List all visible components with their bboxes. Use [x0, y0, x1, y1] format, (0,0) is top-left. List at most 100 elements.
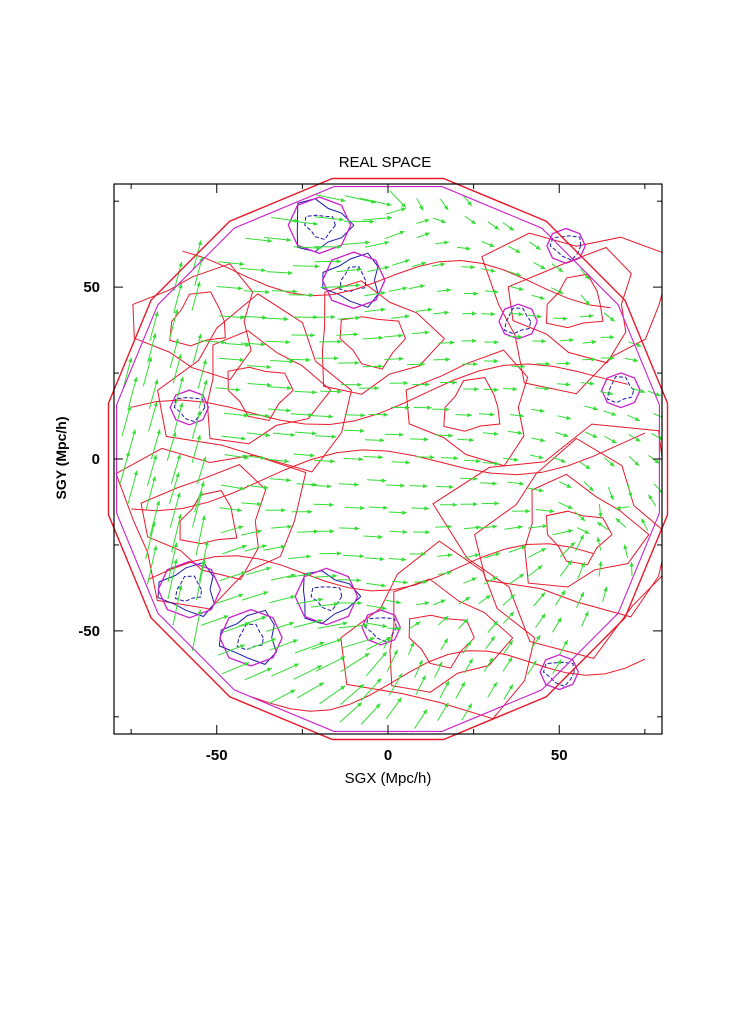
arrow-head: [356, 283, 361, 287]
contour-band-1: [131, 364, 628, 425]
arrow-head: [430, 455, 435, 459]
velocity-arrow: [364, 455, 383, 459]
arrow-head: [476, 459, 481, 463]
arrow-head: [566, 361, 571, 365]
velocity-arrow: [147, 455, 157, 486]
arrow-head: [566, 382, 571, 386]
arrow-head: [265, 290, 270, 294]
velocity-arrow: [482, 268, 496, 272]
arrow-head: [518, 431, 523, 435]
arrow-head: [154, 379, 158, 384]
velocity-arrow: [464, 525, 481, 529]
arrow-head: [288, 271, 293, 275]
arrow-head: [425, 601, 430, 605]
velocity-arrow: [504, 685, 513, 700]
velocity-arrow: [219, 358, 244, 362]
arrow-shaft: [196, 515, 205, 555]
velocity-arrow: [554, 316, 568, 320]
velocity-arrow: [532, 295, 545, 300]
arrow-shaft: [192, 282, 200, 311]
arrow-shaft: [297, 683, 324, 699]
arrow-head: [382, 624, 387, 628]
arrow-shaft: [148, 546, 157, 585]
arrow-head: [333, 574, 338, 578]
velocity-arrow: [148, 333, 157, 362]
arrow-head: [475, 553, 480, 557]
velocity-arrow: [224, 413, 249, 417]
velocity-arrow: [534, 593, 545, 607]
arrow-head: [633, 358, 638, 362]
arrow-head: [402, 511, 407, 515]
velocity-arrow: [151, 429, 160, 459]
arrow-head: [310, 453, 315, 457]
arrow-head: [375, 386, 380, 390]
arrow-head: [402, 557, 407, 561]
arrow-shaft: [129, 377, 137, 407]
x-tick-label: 50: [551, 747, 568, 764]
velocity-arrow: [389, 557, 406, 561]
arrow-head: [474, 291, 479, 295]
velocity-arrow: [241, 342, 266, 346]
velocity-arrow: [271, 218, 299, 223]
velocity-arrow: [629, 456, 639, 466]
velocity-arrow: [463, 641, 471, 653]
velocity-arrow: [577, 528, 589, 534]
velocity-arrow: [146, 476, 156, 509]
velocity-arrow: [529, 242, 540, 250]
arrow-head: [381, 291, 386, 295]
arrow-head: [378, 364, 383, 368]
velocity-arrow: [221, 436, 246, 441]
velocity-arrow: [409, 284, 425, 289]
velocity-arrow: [192, 282, 201, 311]
arrow-head: [424, 437, 429, 441]
velocity-arrow: [560, 338, 574, 342]
arrow-head: [128, 358, 132, 363]
arrow-head: [360, 429, 365, 433]
velocity-arrow: [222, 545, 247, 554]
velocity-arrow: [392, 259, 410, 265]
x-tick-label: 0: [384, 747, 392, 764]
contour-negative-12-1: [311, 587, 342, 611]
velocity-arrow: [313, 503, 334, 507]
arrow-head: [403, 530, 408, 534]
velocity-arrow: [244, 290, 270, 294]
velocity-arrow: [560, 560, 572, 576]
velocity-arrow: [510, 574, 524, 584]
velocity-arrow: [221, 525, 243, 532]
velocity-arrow: [265, 508, 285, 512]
arrow-head: [238, 286, 243, 290]
velocity-arrow: [345, 413, 365, 417]
arrow-head: [473, 477, 478, 481]
velocity-arrow: [625, 358, 638, 362]
velocity-arrow: [386, 484, 405, 488]
contour-positive-1-1: [180, 491, 237, 544]
velocity-arrow: [391, 314, 410, 318]
velocity-arrow: [270, 359, 294, 363]
arrow-head: [357, 383, 362, 387]
velocity-arrow: [341, 653, 370, 672]
velocity-arrow: [290, 221, 318, 226]
velocity-arrow: [559, 482, 571, 488]
arrow-head: [262, 315, 267, 319]
velocity-arrow: [433, 600, 446, 606]
velocity-arrow: [484, 658, 493, 672]
arrow-head: [312, 390, 317, 394]
arrow-shaft: [171, 454, 180, 484]
velocity-arrow: [287, 572, 312, 577]
arrow-head: [403, 286, 408, 290]
velocity-arrow: [273, 433, 295, 437]
arrow-head: [452, 380, 457, 384]
velocity-arrow: [345, 196, 376, 204]
arrow-head: [291, 433, 296, 437]
velocity-arrow: [291, 413, 313, 417]
arrow-head: [399, 433, 404, 437]
velocity-arrow: [386, 207, 406, 214]
velocity-arrow: [480, 481, 497, 485]
arrow-head: [563, 316, 568, 320]
contour-positive-4-2: [390, 579, 513, 692]
velocity-arrow: [486, 636, 495, 649]
velocity-arrow: [558, 416, 571, 420]
arrow-head: [513, 387, 518, 391]
velocity-arrow: [461, 265, 475, 269]
arrow-head: [399, 357, 404, 361]
